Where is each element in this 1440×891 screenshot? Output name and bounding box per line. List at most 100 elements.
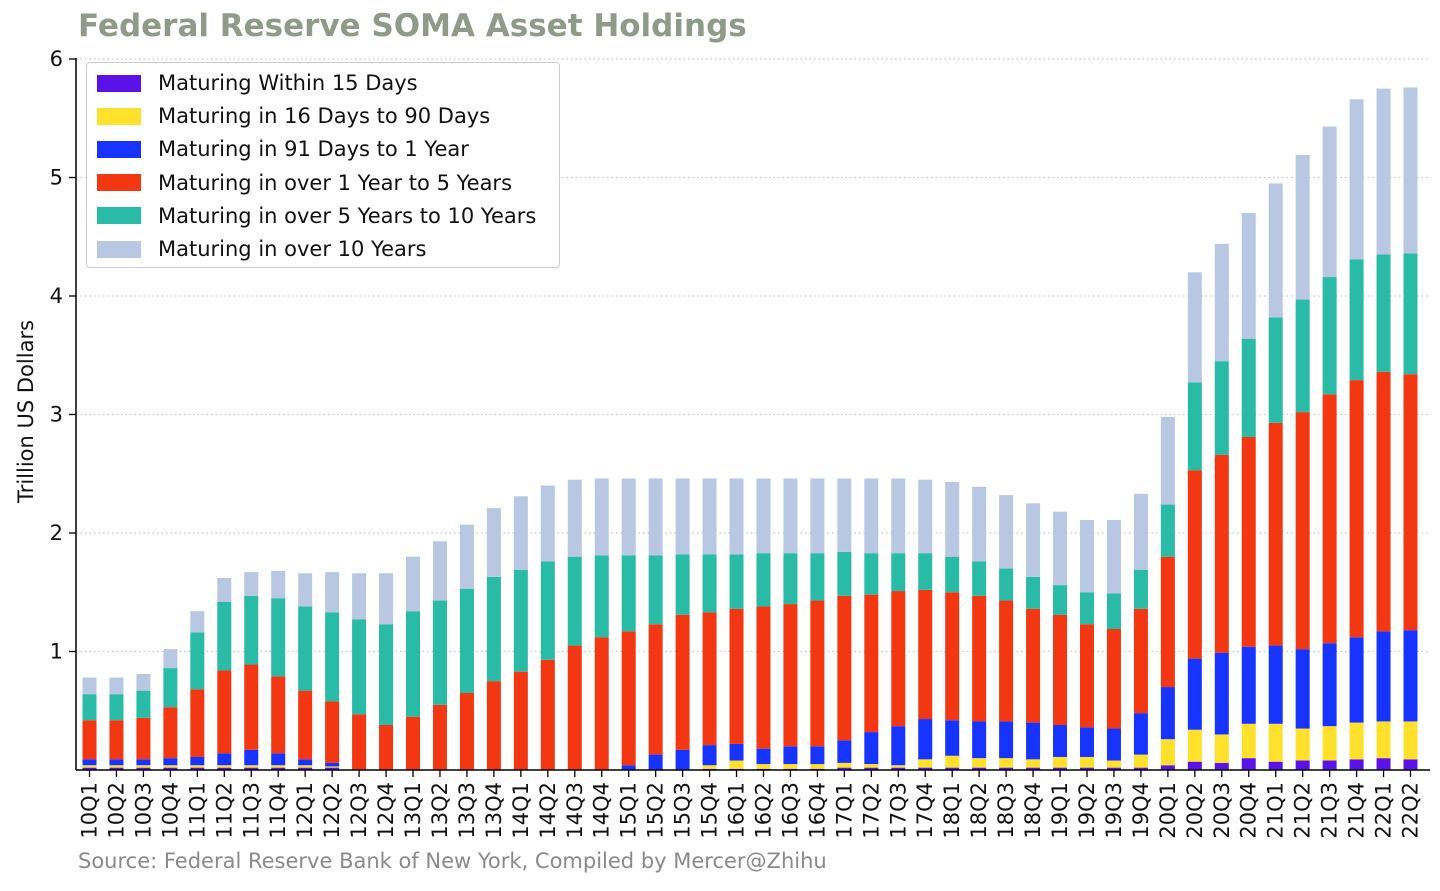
bar-11Q4-series-3 <box>271 753 286 766</box>
bar-20Q1-series-1 <box>1160 765 1175 770</box>
bar-18Q3-series-3 <box>999 721 1014 759</box>
y-tick-label: 6 <box>50 47 63 71</box>
bar-11Q3-series-2 <box>244 765 259 768</box>
x-tick-label: 21Q3 <box>1318 782 1342 839</box>
bar-19Q4-series-1 <box>1133 767 1148 770</box>
bar-15Q1-series-3 <box>621 765 636 770</box>
bar-17Q2-series-5 <box>864 553 879 595</box>
legend-item: Maturing Within 15 Days <box>97 70 418 96</box>
bar-17Q3-series-5 <box>891 553 906 592</box>
chart-title: Federal Reserve SOMA Asset Holdings <box>78 8 747 44</box>
bar-20Q2-series-3 <box>1187 658 1202 730</box>
bar-15Q3-series-6 <box>675 478 690 555</box>
bar-11Q2-series-4 <box>217 670 232 754</box>
y-tick-label: 3 <box>50 403 63 427</box>
bar-14Q3-series-4 <box>567 645 582 770</box>
bar-11Q1-series-1 <box>190 767 205 770</box>
bar-14Q3-series-6 <box>567 479 582 557</box>
bar-19Q4-series-3 <box>1133 713 1148 755</box>
bar-12Q2-series-2 <box>325 766 340 768</box>
bar-22Q2-series-6 <box>1403 87 1418 254</box>
bar-18Q4-series-1 <box>1026 767 1041 770</box>
bar-16Q4-series-5 <box>810 553 825 601</box>
bar-21Q3-series-5 <box>1322 277 1337 395</box>
bar-14Q1-series-6 <box>513 496 528 570</box>
x-tick-label: 10Q3 <box>131 782 155 839</box>
bar-11Q3-series-5 <box>244 595 259 665</box>
x-tick-label: 14Q4 <box>590 782 614 839</box>
bar-18Q1-series-2 <box>945 755 960 768</box>
bar-17Q1-series-5 <box>837 551 852 596</box>
bar-21Q2-series-5 <box>1295 299 1310 413</box>
bar-16Q3-series-4 <box>783 604 798 747</box>
legend-label: Maturing in 16 Days to 90 Days <box>158 104 491 129</box>
bar-10Q1-series-2 <box>82 765 97 768</box>
bar-12Q2-series-4 <box>325 701 340 763</box>
bar-18Q1-series-4 <box>945 592 960 721</box>
bar-20Q3-series-5 <box>1214 361 1229 455</box>
bar-11Q1-series-6 <box>190 611 205 633</box>
bar-10Q4-series-3 <box>163 758 178 766</box>
x-tick-label: 15Q1 <box>617 782 641 839</box>
x-tick-label: 10Q2 <box>104 782 128 839</box>
bar-21Q1-series-6 <box>1268 183 1283 318</box>
bar-18Q2-series-6 <box>972 486 987 562</box>
bar-20Q4-series-5 <box>1241 338 1256 438</box>
bar-16Q4-series-6 <box>810 478 825 554</box>
bar-22Q1-series-4 <box>1376 371 1391 632</box>
x-tick-label: 16Q3 <box>778 782 802 839</box>
bar-12Q4-series-6 <box>379 573 394 625</box>
x-tick-label: 21Q4 <box>1345 782 1369 839</box>
bar-11Q2-series-5 <box>217 601 232 671</box>
bars <box>82 87 1418 770</box>
x-tick-label: 11Q1 <box>185 782 209 839</box>
bar-15Q1-series-5 <box>621 555 636 632</box>
bar-13Q1-series-4 <box>406 716 421 770</box>
bar-11Q3-series-4 <box>244 664 259 750</box>
bar-15Q3-series-3 <box>675 749 690 770</box>
bar-11Q3-series-6 <box>244 572 259 596</box>
x-tick-label: 17Q2 <box>859 782 883 839</box>
bar-12Q3-series-5 <box>352 619 367 715</box>
bar-13Q3-series-4 <box>459 692 474 770</box>
bar-12Q3-series-4 <box>352 714 367 770</box>
y-tick-label: 4 <box>50 284 63 308</box>
bar-18Q1-series-5 <box>945 556 960 593</box>
x-tick-label: 16Q1 <box>725 782 749 839</box>
x-tick-label: 15Q3 <box>671 782 695 839</box>
bar-12Q2-series-6 <box>325 572 340 613</box>
bar-11Q1-series-2 <box>190 765 205 768</box>
legend-label: Maturing Within 15 Days <box>158 71 418 95</box>
bar-13Q1-series-6 <box>406 556 421 612</box>
bar-21Q2-series-1 <box>1295 760 1310 770</box>
x-tick-label: 15Q2 <box>644 782 668 839</box>
bar-16Q1-series-4 <box>729 608 744 744</box>
bar-20Q4-series-3 <box>1241 646 1256 724</box>
bar-21Q4-series-3 <box>1349 637 1364 723</box>
bar-13Q2-series-5 <box>432 600 447 705</box>
x-tick-label: 21Q2 <box>1291 782 1315 839</box>
bar-19Q2-series-6 <box>1079 519 1094 593</box>
source-note: Source: Federal Reserve Bank of New York… <box>78 849 827 873</box>
bar-10Q3-series-3 <box>136 759 151 766</box>
legend-item: Maturing in 91 Days to 1 Year <box>97 136 469 162</box>
x-tick-label: 12Q1 <box>293 782 317 839</box>
bar-17Q4-series-5 <box>918 553 933 590</box>
bar-19Q3-series-5 <box>1106 593 1121 629</box>
bar-18Q1-series-6 <box>945 482 960 557</box>
y-axis-label: Trillion US Dollars <box>14 320 38 504</box>
bar-12Q1-series-5 <box>298 606 313 691</box>
bar-10Q1-series-4 <box>82 720 97 760</box>
bar-16Q3-series-6 <box>783 478 798 554</box>
bar-17Q4-series-3 <box>918 719 933 760</box>
bar-16Q4-series-4 <box>810 600 825 747</box>
bar-20Q4-series-2 <box>1241 723 1256 759</box>
bar-18Q3-series-6 <box>999 495 1014 569</box>
bar-20Q2-series-4 <box>1187 470 1202 659</box>
bar-16Q4-series-2 <box>810 764 825 769</box>
x-tick-label: 13Q1 <box>401 782 425 839</box>
bar-13Q4-series-6 <box>486 508 501 577</box>
bar-18Q2-series-3 <box>972 721 987 759</box>
bar-20Q2-series-5 <box>1187 382 1202 471</box>
